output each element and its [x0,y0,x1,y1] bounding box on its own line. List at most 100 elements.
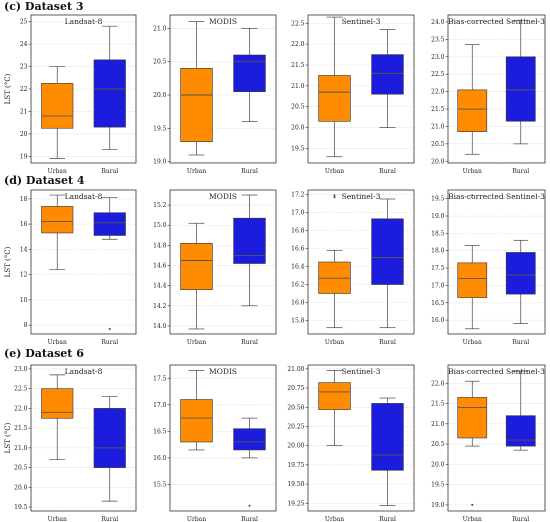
x-tick-label-urban: Urban [325,339,344,346]
y-tick-label: 18 [20,196,28,203]
panel-title: Landsat-8 [65,367,103,376]
y-tick-label: 22.0 [291,41,305,48]
plot-frame [169,364,277,512]
y-tick-label: 24 [20,41,28,48]
y-tick-label: 19.0 [431,213,445,220]
y-tick-label: 12 [20,272,28,279]
panel-title: MODIS [209,192,237,201]
x-tick-label-urban: Urban [48,516,67,522]
y-tick-label: 21.0 [14,445,28,452]
y-tick-label: 14.0 [153,323,167,330]
y-tick-label: 19 [20,153,28,160]
y-tick-label: 17.0 [431,282,445,289]
y-tick-label: 17.0 [153,402,167,409]
y-tick-label: 22.5 [291,20,305,27]
y-tick-label: 20.00 [287,443,304,450]
x-tick-label-rural: Rural [379,339,396,346]
y-tick-label: 14.6 [153,263,167,270]
y-tick-label: 20.0 [14,484,28,491]
y-tick-label: 20.0 [431,461,445,468]
y-tick-label: 21.0 [291,83,305,90]
x-tick-label-urban: Urban [463,168,482,175]
x-tick-label-urban: Urban [48,339,67,346]
y-tick-label: 18.0 [431,248,445,255]
box-urban [457,262,488,298]
y-tick-label: 20 [20,131,28,138]
y-tick-label: 20.5 [291,104,305,111]
y-tick-label: 20.5 [431,141,445,148]
boxplot-panel: 15.5 16.0 16.5 17.0 17.5 MODIS Urban Rural [153,364,277,522]
panel-title: Landsat-8 [65,192,103,201]
boxplot-panel: 14.0 14.2 14.4 14.6 14.8 15.0 15.2 MODIS Urban Ru… [153,189,277,346]
outlier-point-urban [333,194,336,197]
y-tick-label: 19.25 [287,500,304,507]
y-tick-label: 19.5 [431,196,445,203]
y-tick-label: 20.5 [431,441,445,448]
y-tick-label: 16.6 [291,246,305,253]
x-tick-label-urban: Urban [463,516,482,522]
y-tick-label: 21.5 [14,425,28,432]
box-rural [233,54,266,92]
box-urban [318,75,351,122]
boxplot-panel: 19.5 20.0 20.5 21.0 21.5 22.0 22.5 23.0 Landsat-… [4,364,137,522]
y-tick-label: 20.50 [287,404,304,411]
plot-frame [30,14,137,164]
y-tick-label: 21.0 [431,123,445,130]
box-urban [318,382,351,410]
box-rural [93,59,126,128]
x-tick-label-rural: Rural [512,339,529,346]
boxplot-panel: 19.25 19.50 19.75 20.00 20.25 20.50 20.75 21.00… [287,364,415,522]
y-axis-label: LST (°C) [4,246,12,277]
plot-frame [307,189,415,335]
y-tick-label: 19.0 [431,502,445,509]
panel-title: Bias-corrected Sentinel-3 [448,17,545,26]
y-tick-label: 25 [20,19,28,26]
y-tick-label: 21 [20,108,28,115]
y-tick-label: 18.5 [431,230,445,237]
outlier-point-rural [108,327,111,330]
y-tick-label: 20.75 [287,385,304,392]
x-tick-label-rural: Rural [241,339,258,346]
box-urban [41,388,74,419]
plot-frame [307,14,415,164]
box-urban [41,83,74,129]
x-tick-label-rural: Rural [512,168,529,175]
x-tick-label-rural: Rural [241,168,258,175]
boxplot-panel: 19.0 19.5 20.0 20.5 21.0 MODIS Urban Rural [153,14,277,175]
y-tick-label: 20.25 [287,423,304,430]
boxplot-panel: 16.0 16.5 17.0 17.5 18.0 18.5 19.0 19.5 Bias-cor… [431,189,546,346]
panel-title: Sentinel-3 [342,367,381,376]
box-urban [180,243,213,290]
x-tick-label-urban: Urban [187,339,206,346]
panel-title: MODIS [209,367,237,376]
y-tick-label: 16.2 [291,282,305,289]
outlier-point-urban [471,194,474,197]
y-tick-label: 21.0 [431,421,445,428]
y-tick-label: 14.2 [153,303,167,310]
y-tick-label: 19.5 [431,482,445,489]
y-tick-label: 10 [20,297,28,304]
plot-frame [307,364,415,512]
y-tick-label: 22.5 [14,386,28,393]
y-tick-label: 21.5 [431,401,445,408]
y-tick-label: 23.0 [14,366,28,373]
box-rural [371,403,404,471]
y-tick-label: 22.5 [431,71,445,78]
y-tick-label: 16.5 [431,300,445,307]
y-tick-label: 19.5 [14,504,28,511]
panel-title: MODIS [209,17,237,26]
box-urban [180,68,213,142]
boxplot-panel: 19.0 19.5 20.0 20.5 21.0 21.5 22.0Bias-correct… [431,364,546,522]
box-rural [233,428,266,451]
x-tick-label-urban: Urban [48,168,67,175]
box-rural [371,54,404,95]
boxplot-panel: 15.8 16.0 16.2 16.4 16.6 16.8 17.0 17.2 Sentinel… [291,189,415,346]
panel-title: Bias-corrected Sentinel-3 [448,367,545,376]
y-tick-label: 20.5 [14,465,28,472]
boxplot-panel: 19 20 21 22 23 24 25 Landsat-8 LST (°C) Urban Rura… [4,14,137,175]
y-tick-label: 24.0 [431,19,445,26]
x-tick-label-urban: Urban [463,339,482,346]
plot-frame [30,364,137,512]
boxplot-panel: 19.5 20.0 20.5 21.0 21.5 22.0 22.5 Sentinel-3 Ur… [291,14,415,175]
